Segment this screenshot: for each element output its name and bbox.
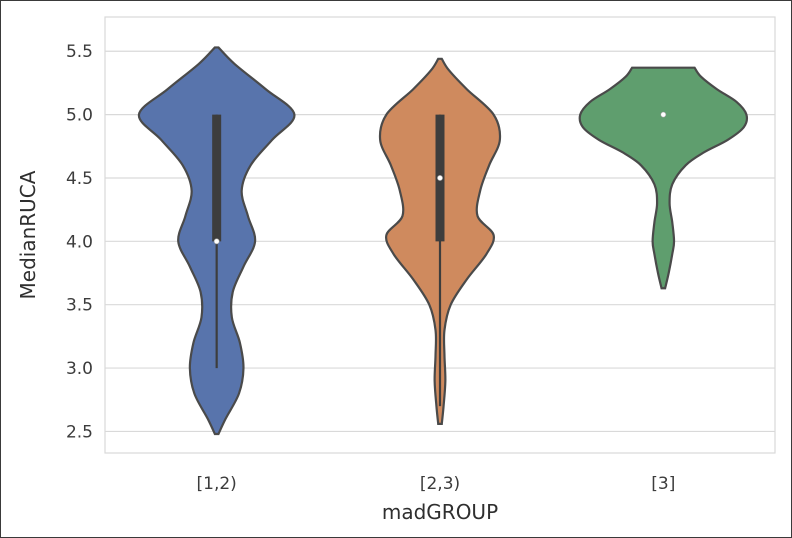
- violin-median-point: [437, 175, 443, 181]
- y-tick-label: 3.0: [66, 359, 93, 379]
- x-axis-label: madGROUP: [382, 500, 498, 524]
- y-tick-label: 4.0: [66, 232, 93, 252]
- x-tick-labels: [1,2) [2,3) [3]: [197, 474, 676, 494]
- y-axis-label: MedianRUCA: [16, 170, 40, 299]
- x-tick-label: [1,2): [197, 474, 237, 494]
- violin-body: [578, 66, 749, 290]
- violin-median-point: [213, 238, 220, 245]
- violin-layer: [137, 46, 749, 436]
- x-tick-label: [2,3): [420, 474, 460, 494]
- y-tick-label: 5.5: [66, 42, 93, 62]
- y-tick-label: 5.0: [66, 106, 93, 126]
- violin-group: [137, 46, 296, 436]
- y-tick-label: 2.5: [66, 422, 93, 442]
- violin-median-point: [660, 111, 667, 118]
- y-tick-label: 4.5: [66, 169, 93, 189]
- x-tick-label: [3]: [651, 474, 675, 494]
- y-tick-labels: 2.5 3.0 3.5 4.0 4.5 5.0 5.5: [66, 42, 93, 442]
- violin-group: [378, 57, 502, 425]
- y-tick-label: 3.5: [66, 296, 93, 316]
- violin-group: [578, 66, 749, 290]
